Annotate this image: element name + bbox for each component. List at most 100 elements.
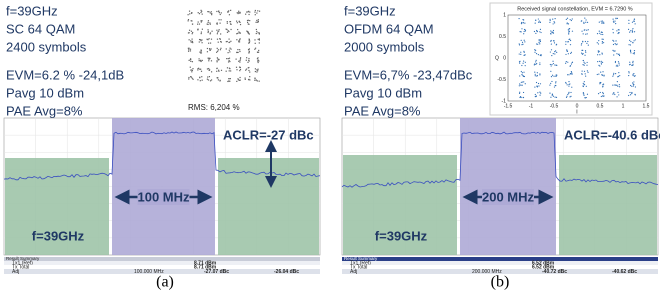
constellation-dot: [236, 39, 237, 40]
constellation-dot: [540, 41, 541, 42]
constellation-dot: [523, 33, 524, 34]
constellation-dot: [583, 93, 584, 94]
constellation-dot: [581, 20, 582, 21]
constellation-dot: [207, 79, 208, 80]
constellation-dot: [254, 80, 255, 81]
constellation-dot: [552, 75, 553, 76]
constellation-dot: [258, 32, 259, 33]
constellation-dot: [587, 33, 588, 34]
constellation-dot: [618, 72, 619, 73]
constellation-dot: [218, 70, 219, 71]
constellation-dot: [257, 52, 258, 53]
constellation-dot: [567, 51, 568, 52]
constellation-dot: [536, 60, 537, 61]
constellation-dot: [584, 17, 585, 18]
info-line: 2400 symbols: [6, 39, 87, 54]
constellation-dot: [236, 81, 237, 82]
constellation-dot: [581, 31, 582, 32]
constellation-dot: [629, 72, 630, 73]
constellation-dot: [201, 32, 202, 33]
constellation-dot: [239, 49, 240, 50]
constellation-dot: [211, 11, 212, 12]
constellation-dot: [612, 93, 613, 94]
constellation-dot: [524, 76, 525, 77]
constellation-dot: [552, 18, 553, 19]
constellation-dot: [521, 97, 522, 98]
constellation-dot: [634, 50, 635, 51]
constellation-dot: [226, 48, 227, 49]
constellation-dot: [207, 11, 208, 12]
constellation-dot: [246, 11, 247, 12]
constellation-dot: [551, 81, 552, 82]
constellation-dot: [256, 79, 257, 80]
constellation-dot: [628, 23, 629, 24]
constellation-dot: [236, 52, 237, 53]
constellation-dot: [219, 80, 220, 81]
constellation-dot: [227, 23, 228, 24]
constellation-dot: [255, 14, 256, 15]
constellation-dot: [190, 76, 191, 77]
constellation-dot: [199, 13, 200, 14]
caption: (b): [491, 274, 510, 291]
constellation-dot: [553, 76, 554, 77]
constellation-dot: [201, 51, 202, 52]
constellation-dot: [539, 31, 540, 32]
constellation-dot: [583, 95, 584, 96]
constellation-dot: [567, 74, 568, 75]
constellation-dot: [550, 97, 551, 98]
constellation-dot: [239, 41, 240, 42]
aclr-label: ACLR=-27 dBc: [223, 127, 314, 142]
constellation-dot: [229, 81, 230, 82]
constellation-dot: [520, 85, 521, 86]
constellation-dot: [239, 67, 240, 68]
constellation-dot: [208, 31, 209, 32]
constellation-dot: [615, 62, 616, 63]
constellation-title: Received signal constellation, EVM = 6.7…: [517, 6, 633, 12]
constellation-dot: [192, 32, 193, 33]
constellation-dot: [189, 60, 190, 61]
constellation-dot: [238, 11, 239, 12]
constellation-dot: [582, 70, 583, 71]
constellation-dot: [216, 52, 217, 53]
main-channel: [112, 118, 215, 255]
constellation-dot: [208, 32, 209, 33]
constellation-dot: [229, 60, 230, 61]
constellation-dot: [248, 70, 249, 71]
constellation-dot: [570, 19, 571, 20]
constellation-dot: [249, 20, 250, 21]
constellation-dot: [202, 80, 203, 81]
constellation-dot: [554, 22, 555, 23]
constellation-dot: [535, 23, 536, 24]
constellation-dot: [197, 68, 198, 69]
constellation-dot: [229, 68, 230, 69]
constellation-dot: [221, 70, 222, 71]
constellation-dot: [554, 97, 555, 98]
constellation-dot: [230, 24, 231, 25]
constellation-dot: [190, 50, 191, 51]
constellation-dot: [189, 30, 190, 31]
constellation-dot: [218, 10, 219, 11]
constellation-dot: [216, 11, 217, 12]
constellation-dot: [615, 61, 616, 62]
constellation-dot: [259, 42, 260, 43]
constellation-dot: [520, 52, 521, 53]
constellation-dot: [583, 33, 584, 34]
constellation-dot: [569, 96, 570, 97]
constellation-dot: [629, 32, 630, 33]
constellation-dot: [570, 53, 571, 54]
constellation-dot: [554, 53, 555, 54]
constellation-dot: [602, 34, 603, 35]
constellation-dot: [522, 85, 523, 86]
constellation-dot: [568, 85, 569, 86]
constellation-dot: [616, 85, 617, 86]
constellation-dot: [584, 55, 585, 56]
constellation-dot: [191, 42, 192, 43]
constellation-dot: [615, 43, 616, 44]
constellation-dot: [230, 49, 231, 50]
constellation-dot: [565, 63, 566, 64]
constellation-dot: [535, 94, 536, 95]
constellation-dot: [200, 10, 201, 11]
constellation-dot: [256, 31, 257, 32]
constellation-dot: [597, 74, 598, 75]
constellation-dot: [536, 82, 537, 83]
